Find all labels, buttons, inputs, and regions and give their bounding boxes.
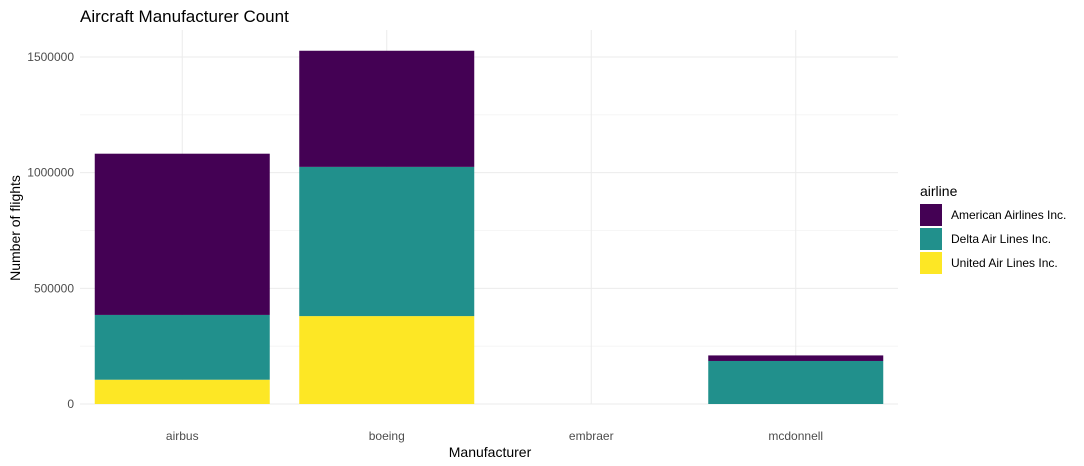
legend-swatch [920,252,942,274]
x-tick-label: embraer [569,429,614,443]
bar-airbus-american-airlines-inc [94,153,270,315]
legend-label: American Airlines Inc. [951,208,1066,222]
y-tick-label: 500000 [34,281,74,295]
bar-mcdonnell-american-airlines-inc [708,355,884,361]
legend-label: Delta Air Lines Inc. [951,232,1051,246]
x-tick-label: airbus [166,429,199,443]
legend-swatch [920,228,942,250]
bar-airbus-delta-air-lines-inc [94,314,270,380]
bar-boeing-united-air-lines-inc [299,316,475,404]
chart-title: Aircraft Manufacturer Count [80,7,289,26]
legend-title: airline [920,183,958,199]
bar-boeing-delta-air-lines-inc [299,166,475,317]
bar-mcdonnell-delta-air-lines-inc [708,360,884,404]
bar-boeing-american-airlines-inc [299,50,475,167]
legend-label: United Air Lines Inc. [951,256,1058,270]
legend-swatch [920,204,942,226]
y-tick-label: 0 [67,397,74,411]
x-tick-label: mcdonnell [768,429,823,443]
legend: airline American Airlines Inc. Delta Air … [920,183,1066,274]
x-axis-title: Manufacturer [449,444,532,460]
x-tick-label: boeing [369,429,405,443]
y-tick-label: 1500000 [27,50,74,64]
y-axis-ticks: 0 500000 1000000 1500000 [27,50,74,411]
x-axis-ticks: airbus boeing embraer mcdonnell [166,429,823,443]
bars [94,50,884,404]
y-tick-label: 1000000 [27,166,74,180]
y-axis-title: Number of flights [7,175,23,281]
bar-airbus-united-air-lines-inc [94,379,270,404]
